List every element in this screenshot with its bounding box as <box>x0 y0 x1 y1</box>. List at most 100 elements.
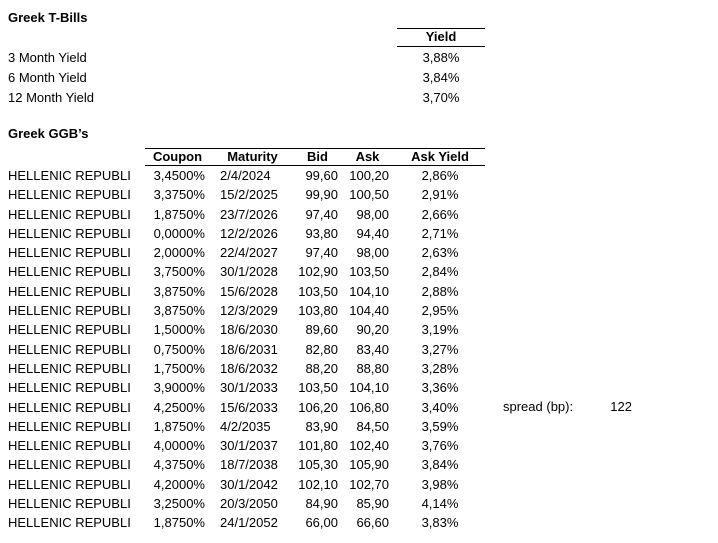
tbill-yield-value: 3,70% <box>422 90 460 105</box>
bond-coupon-cell: 3,2500% <box>153 496 205 512</box>
bond-maturity-cell: 20/3/2050 <box>220 496 278 512</box>
column-header-ask: Ask <box>355 149 380 164</box>
bond-maturity-cell: 12/3/2029 <box>220 303 278 319</box>
bond-ask-cell: 84,50 <box>356 418 389 434</box>
bond-ask-cell: 83,40 <box>356 341 389 357</box>
bond-ask-cell: 106,80 <box>349 399 389 415</box>
bond-issuer-cell: HELLENIC REPUBLI <box>8 438 131 454</box>
bond-table-row: HELLENIC REPUBLI 4,2500% 15/6/2033 106,20 10… <box>0 398 718 417</box>
bond-ask-yield-cell: 3,40% <box>421 399 459 415</box>
bond-bid-cell: 99,60 <box>305 168 338 183</box>
tbills-section-title: Greek T-Bills <box>8 10 88 25</box>
bond-maturity-cell: 18/6/2031 <box>220 341 278 357</box>
bond-maturity-cell: 12/2/2026 <box>220 225 278 241</box>
bond-table-row: HELLENIC REPUBLI 1,8750% 24/1/2052 66,00 66,… <box>0 513 718 532</box>
bond-ask-yield-cell: 2,88% <box>421 283 459 299</box>
bond-ask-cell: 66,60 <box>356 515 389 531</box>
bond-maturity-cell: 30/1/2037 <box>220 438 278 454</box>
bond-bid-cell: 83,90 <box>305 418 338 434</box>
bond-bid-cell: 89,60 <box>305 322 338 338</box>
tbill-label: 6 Month Yield <box>8 70 87 85</box>
column-header-bid: Bid <box>307 149 328 164</box>
spread-value: 122 <box>610 399 632 414</box>
bond-maturity-cell: 23/7/2026 <box>220 206 278 222</box>
column-header-ask-yield: Ask Yield <box>411 149 469 164</box>
bond-bid-cell: 97,40 <box>305 206 338 222</box>
bond-ask-cell: 94,40 <box>356 225 389 241</box>
bond-ask-yield-cell: 4,14% <box>421 496 459 512</box>
bond-ask-yield-cell: 2,84% <box>421 264 459 280</box>
bond-issuer-cell: HELLENIC REPUBLI <box>8 187 131 203</box>
bond-ask-cell: 100,50 <box>349 187 389 203</box>
bond-bid-cell: 101,80 <box>298 438 338 454</box>
bond-coupon-cell: 3,9000% <box>153 380 205 396</box>
bond-issuer-cell: HELLENIC REPUBLI <box>8 476 131 492</box>
bond-ask-yield-cell: 3,59% <box>421 418 459 434</box>
bond-ask-cell: 104,10 <box>349 283 389 299</box>
bond-issuer-cell: HELLENIC REPUBLI <box>8 245 131 261</box>
tbill-row: 6 Month Yield 3,84% <box>0 68 718 88</box>
bond-coupon-cell: 4,2000% <box>153 476 205 492</box>
tbill-yield-value: 3,84% <box>422 70 460 85</box>
bond-bid-cell: 93,80 <box>305 225 338 241</box>
bond-table-row: HELLENIC REPUBLI 3,8750% 15/6/2028 103,50 10… <box>0 282 718 301</box>
bond-issuer-cell: HELLENIC REPUBLI <box>8 360 131 376</box>
bond-maturity-cell: 15/2/2025 <box>220 187 278 203</box>
bond-maturity-cell: 30/1/2028 <box>220 264 278 280</box>
bond-coupon-cell: 0,7500% <box>153 341 205 357</box>
bond-bid-cell: 103,50 <box>298 380 338 396</box>
bond-ask-yield-cell: 3,19% <box>421 322 459 338</box>
bond-issuer-cell: HELLENIC REPUBLI <box>8 168 131 183</box>
bond-ask-yield-cell: 3,27% <box>421 341 459 357</box>
bond-bid-cell: 102,90 <box>298 264 338 280</box>
bond-ask-cell: 90,20 <box>356 322 389 338</box>
bond-ask-cell: 98,00 <box>356 206 389 222</box>
ggb-table-rows: HELLENIC REPUBLI 3,4500% 2/4/2024 99,60 100,… <box>0 166 718 533</box>
bond-maturity-cell: 22/4/2027 <box>220 245 278 261</box>
bond-bid-cell: 84,90 <box>305 496 338 512</box>
bond-maturity-cell: 4/2/2035 <box>220 418 271 434</box>
bond-issuer-cell: HELLENIC REPUBLI <box>8 496 131 512</box>
bond-ask-yield-cell: 2,91% <box>421 187 459 203</box>
column-header-maturity: Maturity <box>227 149 278 164</box>
bond-table-row: HELLENIC REPUBLI 1,8750% 23/7/2026 97,40 98,… <box>0 205 718 224</box>
bond-issuer-cell: HELLENIC REPUBLI <box>8 225 131 241</box>
spread-label: spread (bp): <box>503 399 574 414</box>
bond-ask-yield-cell: 3,84% <box>421 457 459 473</box>
bond-ask-cell: 88,80 <box>356 360 389 376</box>
bond-table-row: HELLENIC REPUBLI 3,3750% 15/2/2025 99,90 100… <box>0 185 718 204</box>
bond-bid-cell: 99,90 <box>305 187 338 203</box>
bond-bid-cell: 105,30 <box>298 457 338 473</box>
bond-bid-cell: 66,00 <box>305 515 338 531</box>
bond-ask-yield-cell: 3,83% <box>421 515 459 531</box>
bond-issuer-cell: HELLENIC REPUBLI <box>8 303 131 319</box>
bond-ask-cell: 102,40 <box>349 438 389 454</box>
bond-issuer-cell: HELLENIC REPUBLI <box>8 341 131 357</box>
ggb-table-header: Coupon Maturity Bid Ask Ask Yield <box>145 148 485 166</box>
bond-coupon-cell: 4,3750% <box>153 457 205 473</box>
tbill-label: 3 Month Yield <box>8 50 87 65</box>
bond-bid-cell: 103,80 <box>298 303 338 319</box>
bond-maturity-cell: 30/1/2042 <box>220 476 278 492</box>
bond-coupon-cell: 3,8750% <box>153 283 205 299</box>
bond-coupon-cell: 3,4500% <box>153 168 205 183</box>
bond-ask-yield-cell: 2,63% <box>421 245 459 261</box>
bond-bid-cell: 88,20 <box>305 360 338 376</box>
bond-ask-yield-cell: 3,36% <box>421 380 459 396</box>
bond-ask-yield-cell: 2,86% <box>421 168 459 183</box>
bond-maturity-cell: 30/1/2033 <box>220 380 278 396</box>
tbill-label: 12 Month Yield <box>8 90 95 105</box>
bond-ask-yield-cell: 2,71% <box>421 225 459 241</box>
bond-bid-cell: 97,40 <box>305 245 338 261</box>
bond-issuer-cell: HELLENIC REPUBLI <box>8 380 131 396</box>
bond-issuer-cell: HELLENIC REPUBLI <box>8 283 131 299</box>
bond-coupon-cell: 3,7500% <box>153 264 205 280</box>
bond-coupon-cell: 1,8750% <box>153 418 205 434</box>
bond-table-row: HELLENIC REPUBLI 2,0000% 22/4/2027 97,40 98,… <box>0 243 718 262</box>
bond-maturity-cell: 15/6/2028 <box>220 283 278 299</box>
bond-coupon-cell: 0,0000% <box>153 225 205 241</box>
bond-table-row: HELLENIC REPUBLI 3,4500% 2/4/2024 99,60 100,… <box>0 166 718 185</box>
bond-table-row: HELLENIC REPUBLI 4,3750% 18/7/2038 105,30 10… <box>0 455 718 474</box>
bond-coupon-cell: 4,0000% <box>153 438 205 454</box>
bond-table-row: HELLENIC REPUBLI 3,8750% 12/3/2029 103,80 10… <box>0 301 718 320</box>
